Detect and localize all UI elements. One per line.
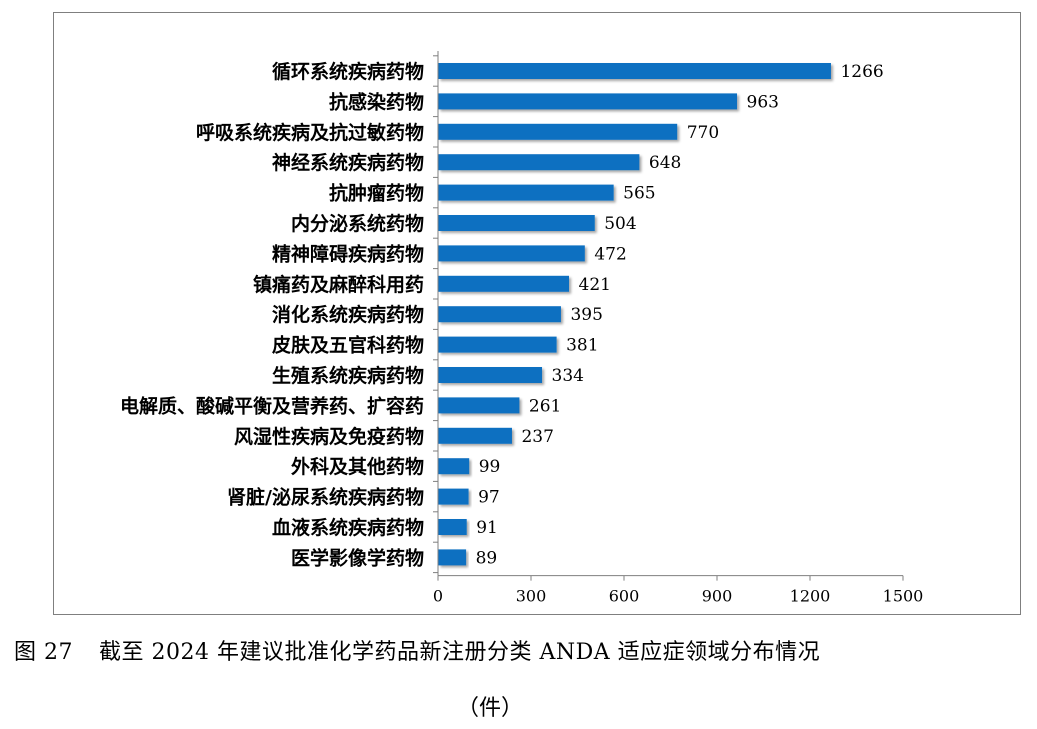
value-label: 963 — [747, 92, 779, 112]
figure-caption: 图 27 截至 2024 年建议批准化学药品新注册分类 ANDA 适应症领域分布情… — [14, 634, 820, 666]
x-tick-label: 600 — [609, 587, 640, 606]
value-label: 421 — [579, 275, 611, 295]
bar — [438, 275, 570, 292]
category-label: 肾脏/泌尿系统疾病药物 — [227, 486, 424, 509]
x-tick-label: 300 — [516, 587, 547, 606]
value-label: 770 — [687, 123, 719, 143]
value-label: 648 — [649, 153, 681, 173]
value-label: 395 — [570, 305, 602, 325]
bar — [438, 458, 470, 475]
category-label: 风湿性疾病及免疫药物 — [234, 425, 424, 448]
value-label: 565 — [623, 184, 655, 204]
x-tick-label: 0 — [433, 587, 443, 606]
value-label: 472 — [594, 244, 626, 264]
category-label: 精神障碍疾病药物 — [272, 242, 424, 265]
x-tick-label: 900 — [702, 587, 733, 606]
x-tick-label: 1500 — [883, 587, 924, 606]
value-label: 97 — [478, 488, 500, 508]
caption-text: 截至 2024 年建议批准化学药品新注册分类 ANDA 适应症领域分布情况 — [99, 640, 821, 665]
category-label: 医学影像学药物 — [291, 546, 424, 569]
bar — [438, 123, 678, 140]
bar — [438, 519, 467, 535]
bar — [438, 93, 738, 110]
category-label: 内分泌系统药物 — [291, 212, 424, 235]
bar — [438, 367, 543, 383]
bar — [438, 336, 557, 353]
value-label: 237 — [521, 427, 553, 447]
value-label: 99 — [479, 457, 501, 477]
bar — [438, 184, 614, 201]
bar — [438, 488, 469, 505]
chart-frame: 0 300 600 900 1200 1500 循环系统疾病药物 1266 抗感染药物 963 呼吸… — [53, 12, 1021, 615]
category-label: 抗肿瘤药物 — [329, 182, 424, 205]
category-label: 抗感染药物 — [329, 90, 424, 113]
value-label: 91 — [476, 518, 498, 538]
bar — [438, 397, 520, 414]
bar — [438, 154, 640, 171]
bar — [438, 245, 585, 262]
category-label: 呼吸系统疾病及抗过敏药物 — [196, 121, 424, 144]
bar — [438, 215, 595, 231]
unit-label: （件） — [456, 696, 523, 721]
category-label: 皮肤及五官科药物 — [272, 334, 424, 357]
bar — [438, 306, 561, 323]
bar — [438, 549, 467, 566]
bar-chart: 0 300 600 900 1200 1500 循环系统疾病药物 1266 抗感染药物 963 呼吸… — [120, 51, 924, 606]
value-label: 89 — [476, 548, 498, 568]
bar — [438, 427, 512, 444]
category-label: 镇痛药及麻醉科用药 — [253, 273, 424, 296]
x-tick-label: 1200 — [790, 587, 831, 606]
category-label: 生殖系统疾病药物 — [272, 364, 424, 387]
category-label: 电解质、酸碱平衡及营养药、扩容药 — [120, 394, 424, 417]
figure-number: 图 27 — [14, 640, 73, 665]
value-label: 381 — [566, 336, 598, 356]
category-label: 消化系统疾病药物 — [272, 303, 424, 326]
bar — [438, 63, 831, 79]
value-label: 261 — [529, 396, 561, 416]
value-label: 504 — [604, 214, 636, 234]
category-label: 循环系统疾病药物 — [272, 60, 424, 83]
category-label: 外科及其他药物 — [291, 455, 424, 478]
value-label: 1266 — [840, 62, 883, 82]
value-label: 334 — [552, 366, 584, 386]
category-label: 血液系统疾病药物 — [272, 516, 424, 539]
category-label: 神经系统疾病药物 — [272, 151, 424, 174]
